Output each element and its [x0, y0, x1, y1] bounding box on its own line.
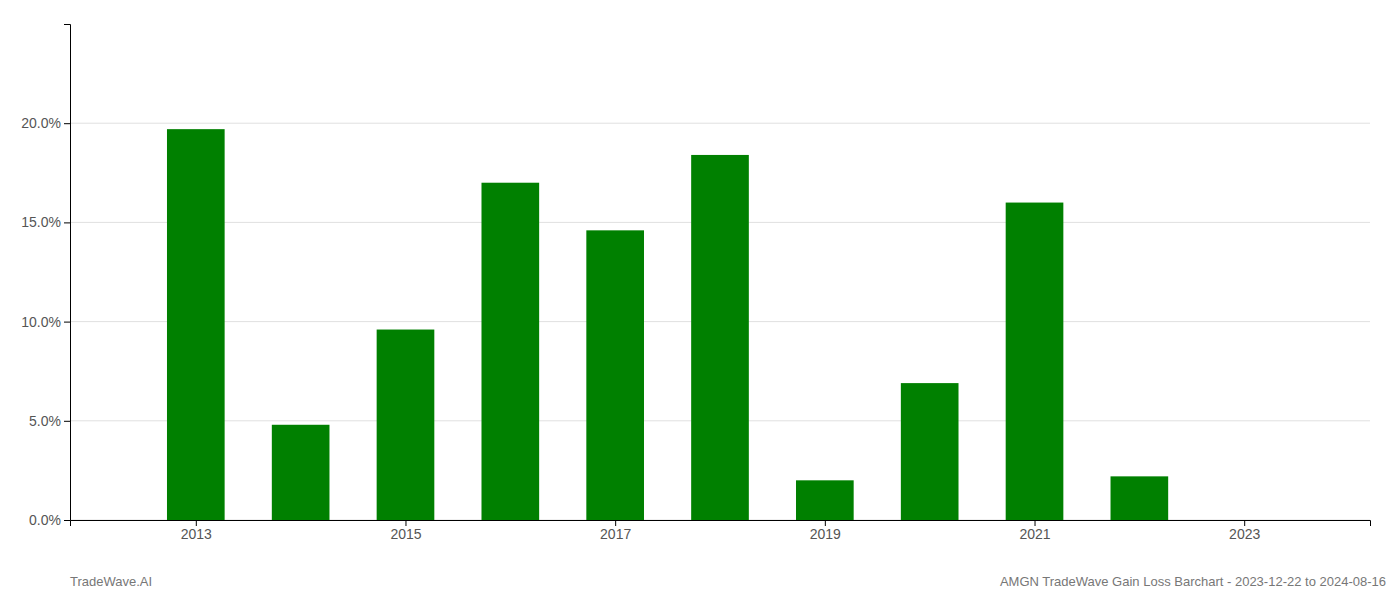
y-axis-line	[64, 25, 71, 521]
x-axis-line	[71, 521, 1371, 527]
bar	[1006, 203, 1064, 520]
y-tick: 5.0%	[29, 413, 70, 429]
chart: 0.0%5.0%10.0%15.0%20.0%20132015201720192…	[0, 0, 1400, 600]
x-tick-label: 2023	[1229, 526, 1260, 542]
bar	[691, 155, 749, 520]
bars	[167, 129, 1168, 520]
x-tick: 2019	[810, 520, 841, 542]
y-tick-label: 20.0%	[21, 115, 61, 131]
bar	[1215, 520, 1273, 521]
bar	[1111, 476, 1169, 520]
y-tick-label: 10.0%	[21, 314, 61, 330]
x-tick-label: 2015	[390, 526, 421, 542]
bar	[586, 230, 644, 520]
y-tick: 0.0%	[29, 512, 70, 528]
x-tick: 2013	[181, 520, 212, 542]
bar	[901, 383, 959, 520]
bar	[377, 330, 435, 520]
x-axis: 2013 2015 2017 2019 2021 2023	[71, 520, 1371, 542]
y-tick-mark	[64, 421, 70, 422]
y-tick-mark	[64, 520, 70, 521]
y-tick-mark	[64, 222, 70, 223]
bar	[272, 425, 330, 520]
bar	[167, 129, 225, 520]
x-tick: 2023	[1229, 520, 1260, 542]
y-tick-mark	[64, 322, 70, 323]
bar	[796, 480, 854, 520]
y-axis: 0.0% 5.0% 10.0% 15.0% 20.0%	[21, 25, 70, 528]
bar	[481, 183, 539, 520]
x-tick-label: 2021	[1019, 526, 1050, 542]
x-tick: 2017	[600, 520, 631, 542]
y-tick-label: 15.0%	[21, 214, 61, 230]
footer-left: TradeWave.AI	[70, 574, 152, 589]
y-tick-mark	[64, 123, 70, 124]
x-tick-label: 2019	[810, 526, 841, 542]
grid-line	[70, 123, 1370, 124]
y-tick-label: 0.0%	[29, 512, 61, 528]
y-tick: 15.0%	[21, 214, 70, 230]
x-tick-label: 2013	[181, 526, 212, 542]
footer-right: AMGN TradeWave Gain Loss Barchart - 2023…	[1000, 574, 1386, 589]
y-tick: 10.0%	[21, 314, 70, 330]
grid	[70, 123, 1370, 520]
y-tick-label: 5.0%	[29, 413, 61, 429]
plot: 0.0%5.0%10.0%15.0%20.0%20132015201720192…	[21, 25, 1370, 542]
x-tick: 2021	[1019, 520, 1050, 542]
y-tick: 20.0%	[21, 115, 70, 131]
x-tick-label: 2017	[600, 526, 631, 542]
x-tick: 2015	[390, 520, 421, 542]
